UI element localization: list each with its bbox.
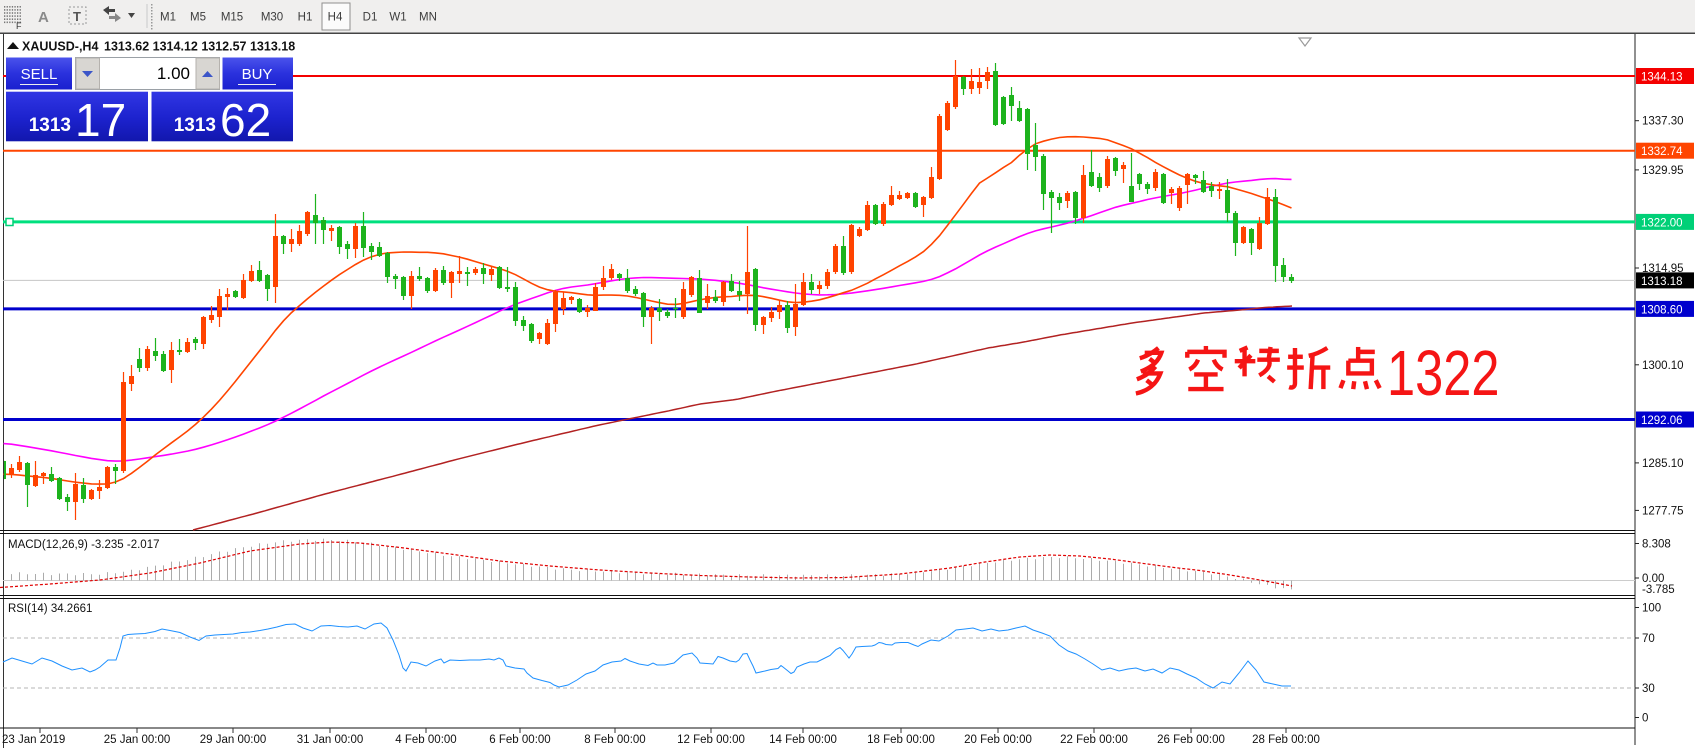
svg-text:1332.74: 1332.74 <box>1641 146 1683 158</box>
svg-text:29 Jan 00:00: 29 Jan 00:00 <box>200 734 267 746</box>
svg-text:T: T <box>73 9 81 24</box>
svg-text:25 Jan 00:00: 25 Jan 00:00 <box>104 734 171 746</box>
svg-text:14 Feb 00:00: 14 Feb 00:00 <box>769 734 837 746</box>
svg-text:RSI(14) 34.2661: RSI(14) 34.2661 <box>8 603 92 615</box>
svg-text:31 Jan 00:00: 31 Jan 00:00 <box>297 734 364 746</box>
svg-text:W1: W1 <box>389 12 406 24</box>
svg-text:17: 17 <box>75 94 126 146</box>
svg-text:H1: H1 <box>298 12 313 24</box>
svg-text:M15: M15 <box>221 12 243 24</box>
svg-text:28 Feb 00:00: 28 Feb 00:00 <box>1252 734 1320 746</box>
svg-text:6 Feb 00:00: 6 Feb 00:00 <box>489 734 550 746</box>
svg-text:1322: 1322 <box>1387 338 1499 409</box>
svg-text:8.308: 8.308 <box>1642 539 1671 551</box>
svg-text:18 Feb 00:00: 18 Feb 00:00 <box>867 734 935 746</box>
svg-text:1.00: 1.00 <box>157 64 190 83</box>
svg-text:1314.95: 1314.95 <box>1642 263 1684 275</box>
svg-text:MN: MN <box>419 12 437 24</box>
svg-text:1313.18: 1313.18 <box>1641 276 1683 288</box>
svg-text:F: F <box>16 21 22 31</box>
svg-text:1337.30: 1337.30 <box>1642 116 1684 128</box>
svg-text:20 Feb 00:00: 20 Feb 00:00 <box>964 734 1032 746</box>
svg-text:70: 70 <box>1642 633 1655 645</box>
svg-text:1277.75: 1277.75 <box>1642 505 1684 517</box>
svg-text:1313.62 1314.12 1312.57 1313.1: 1313.62 1314.12 1312.57 1313.18 <box>104 40 295 54</box>
svg-text:30: 30 <box>1642 683 1655 695</box>
svg-text:0: 0 <box>1642 713 1648 725</box>
svg-text:1292.06: 1292.06 <box>1641 415 1683 427</box>
svg-text:BUY: BUY <box>242 66 273 83</box>
svg-text:1313: 1313 <box>174 115 216 136</box>
svg-text:12 Feb 00:00: 12 Feb 00:00 <box>677 734 745 746</box>
svg-text:1344.13: 1344.13 <box>1641 72 1683 84</box>
svg-text:M5: M5 <box>190 12 206 24</box>
svg-text:26 Feb 00:00: 26 Feb 00:00 <box>1157 734 1225 746</box>
svg-text:A: A <box>38 9 49 26</box>
svg-text:22 Feb 00:00: 22 Feb 00:00 <box>1060 734 1128 746</box>
svg-text:H4: H4 <box>328 12 343 24</box>
svg-text:1313: 1313 <box>29 115 71 136</box>
svg-text:1308.60: 1308.60 <box>1641 304 1683 316</box>
svg-text:-3.785: -3.785 <box>1642 584 1675 596</box>
svg-text:0.00: 0.00 <box>1642 573 1664 585</box>
svg-text:8 Feb 00:00: 8 Feb 00:00 <box>584 734 645 746</box>
svg-text:M30: M30 <box>261 12 283 24</box>
svg-text:1329.95: 1329.95 <box>1642 165 1684 177</box>
svg-text:1322.00: 1322.00 <box>1641 217 1683 229</box>
svg-text:100: 100 <box>1642 603 1661 615</box>
svg-text:23 Jan 2019: 23 Jan 2019 <box>2 734 65 746</box>
svg-text:M1: M1 <box>160 12 176 24</box>
svg-text:1300.10: 1300.10 <box>1642 360 1684 372</box>
svg-text:SELL: SELL <box>21 66 58 83</box>
svg-text:62: 62 <box>220 94 271 146</box>
svg-text:XAUUSD-,H4: XAUUSD-,H4 <box>22 40 98 54</box>
svg-text:4 Feb 00:00: 4 Feb 00:00 <box>395 734 456 746</box>
svg-text:D1: D1 <box>363 12 378 24</box>
svg-text:MACD(12,26,9) -3.235 -2.017: MACD(12,26,9) -3.235 -2.017 <box>8 539 160 551</box>
svg-text:1285.10: 1285.10 <box>1642 458 1684 470</box>
